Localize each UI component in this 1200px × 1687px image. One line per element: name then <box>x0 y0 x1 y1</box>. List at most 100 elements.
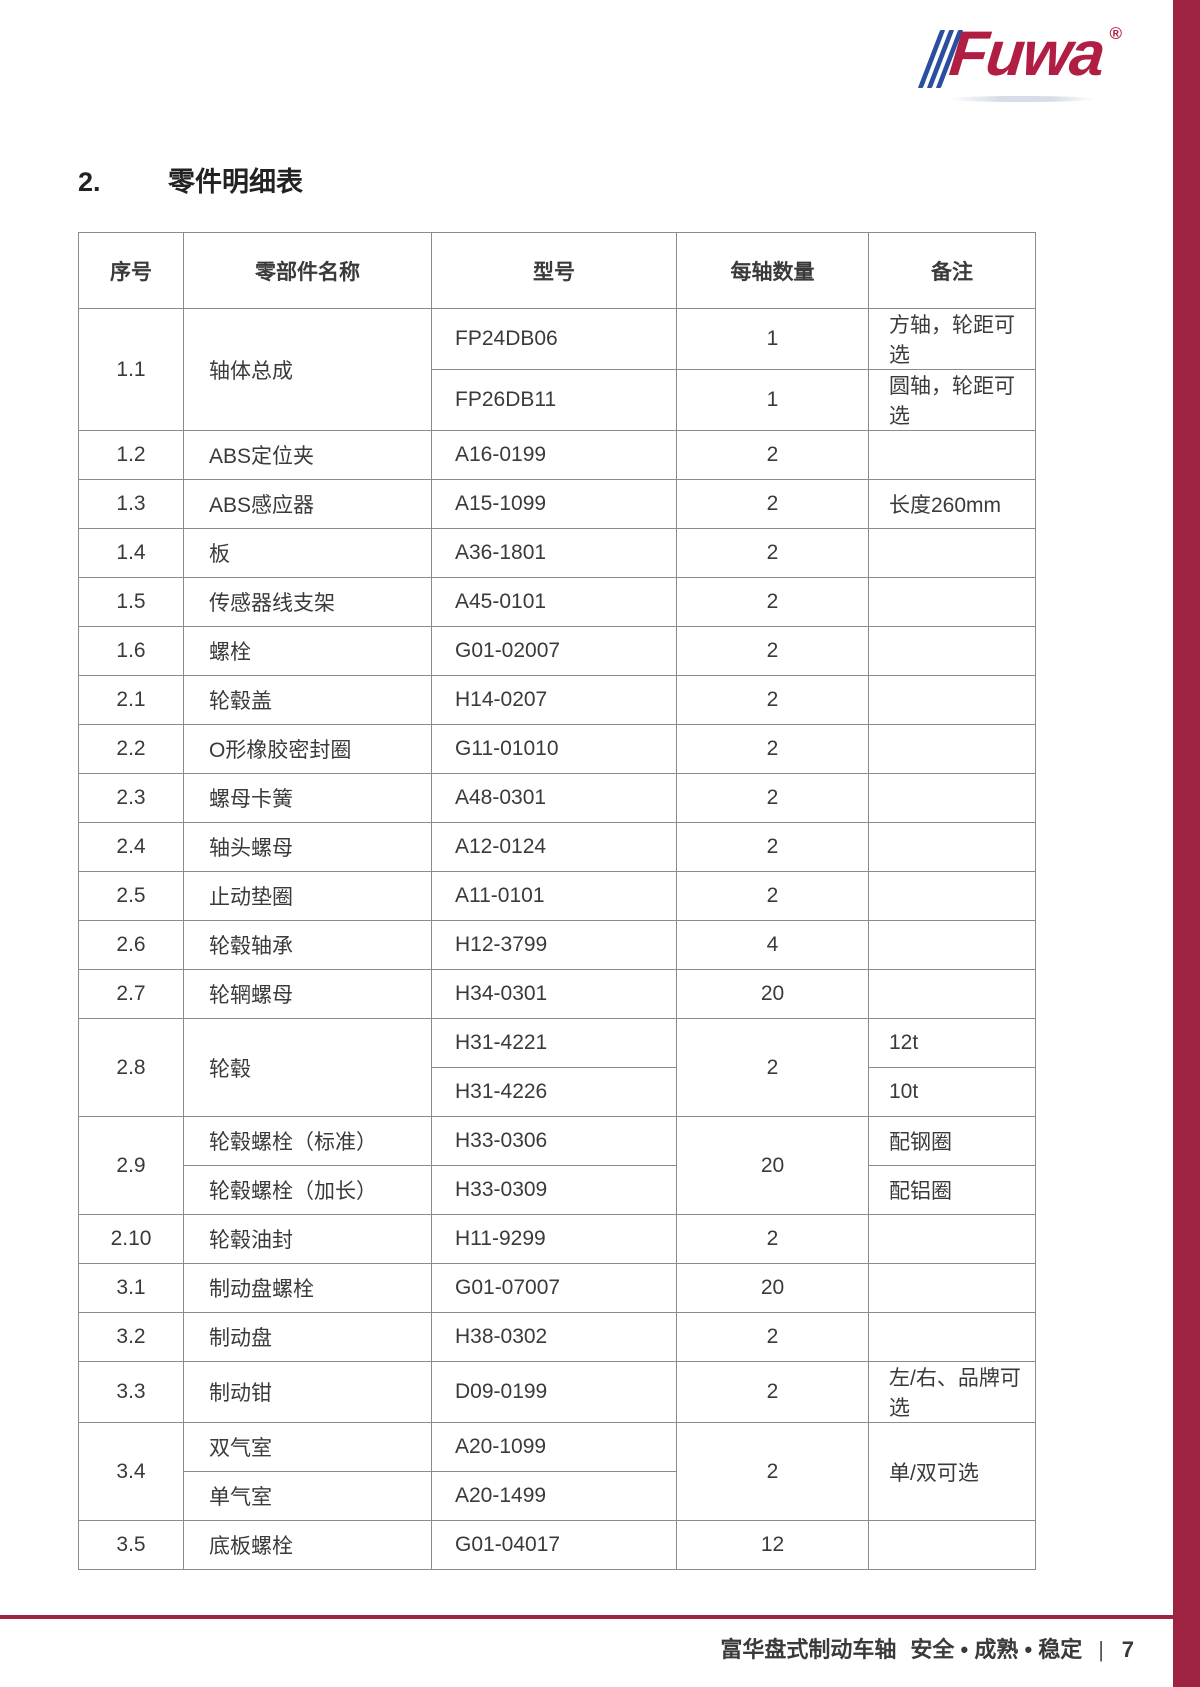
cell-remark: 左/右、品牌可选 <box>868 1361 1036 1423</box>
table-row: 2.6 轮毂轴承 H12-3799 4 <box>78 920 1036 970</box>
cell-qty: 2 <box>676 528 869 578</box>
cell-qty: 2 <box>676 430 869 480</box>
cell-name: 轴头螺母 <box>183 822 432 872</box>
column-header: 型号 <box>431 232 677 309</box>
right-edge-band <box>1173 0 1200 1687</box>
cell-model: H11-9299 <box>431 1214 677 1264</box>
table-row: 2.8 轮毂 H31-4221 2 12t <box>78 1018 1036 1117</box>
cell-name: 制动盘螺栓 <box>183 1263 432 1313</box>
cell-remark <box>868 1214 1036 1264</box>
cell-no: 1.3 <box>78 479 184 529</box>
cell-remark: 配钢圈 <box>868 1116 1036 1166</box>
cell-name: 轮毂轴承 <box>183 920 432 970</box>
table-row: 3.2 制动盘 H38-0302 2 <box>78 1312 1036 1362</box>
cell-no: 3.3 <box>78 1361 184 1423</box>
page-number: 7 <box>1121 1637 1134 1662</box>
cell-model: A11-0101 <box>431 871 677 921</box>
cell-name: 轮毂 <box>183 1018 432 1117</box>
cell-remark <box>868 577 1036 627</box>
registered-trademark-icon: ® <box>1109 24 1122 43</box>
cell-remark <box>868 430 1036 480</box>
cell-name: ABS定位夹 <box>183 430 432 480</box>
cell-qty: 2 <box>676 675 869 725</box>
cell-model: G01-04017 <box>431 1520 677 1570</box>
cell-no: 1.2 <box>78 430 184 480</box>
table-row: 2.5 止动垫圈 A11-0101 2 <box>78 871 1036 921</box>
table-row: 1.2 ABS定位夹 A16-0199 2 <box>78 430 1036 480</box>
cell-no: 2.2 <box>78 724 184 774</box>
cell-model: A16-0199 <box>431 430 677 480</box>
column-header: 序号 <box>78 232 184 309</box>
cell-no: 2.9 <box>78 1116 184 1215</box>
cell-qty: 2 <box>676 871 869 921</box>
cell-remark <box>868 1263 1036 1313</box>
logo-wordmark: Fuwa <box>946 19 1108 89</box>
cell-remark <box>868 871 1036 921</box>
footer-separator: | <box>1098 1637 1104 1662</box>
cell-no: 3.2 <box>78 1312 184 1362</box>
cell-model: FP26DB11 <box>431 369 677 431</box>
table-row: H31-4226 10t <box>79 1067 1036 1117</box>
logo-swoosh <box>947 96 1096 102</box>
table-row: 单气室 A20-1499 <box>79 1471 1036 1521</box>
cell-qty: 12 <box>676 1520 869 1570</box>
cell-remark <box>868 626 1036 676</box>
cell-remark <box>868 675 1036 725</box>
cell-name: 轮毂油封 <box>183 1214 432 1264</box>
cell-qty: 2 <box>676 773 869 823</box>
footer-title: 富华盘式制动车轴 <box>720 1637 897 1662</box>
section-heading: 2. 零件明细表 <box>78 160 303 199</box>
cell-model: H33-0309 <box>431 1165 677 1215</box>
cell-no: 2.7 <box>78 969 184 1019</box>
table-row: 1.1 轴体总成 FP24DB06 1 方轴，轮距可选 <box>78 308 1036 431</box>
cell-model: H12-3799 <box>431 920 677 970</box>
cell-no: 1.6 <box>78 626 184 676</box>
cell-model: D09-0199 <box>431 1361 677 1423</box>
cell-name: ABS感应器 <box>183 479 432 529</box>
cell-qty: 4 <box>676 920 869 970</box>
footer-rule <box>0 1615 1200 1619</box>
cell-model: H33-0306 <box>431 1116 677 1166</box>
cell-no: 3.1 <box>78 1263 184 1313</box>
cell-qty: 20 <box>676 1263 869 1313</box>
table-row: FP26DB11 1 圆轴，轮距可选 <box>79 369 1036 431</box>
cell-model: A20-1499 <box>431 1471 677 1521</box>
cell-name: 制动盘 <box>183 1312 432 1362</box>
cell-name: O形橡胶密封圈 <box>183 724 432 774</box>
cell-name: 轮毂螺栓（标准） <box>183 1116 432 1166</box>
table-row: 2.7 轮辋螺母 H34-0301 20 <box>78 969 1036 1019</box>
footer-slogan: 安全 • 成熟 • 稳定 <box>910 1637 1083 1662</box>
cell-remark: 方轴，轮距可选 <box>868 308 1036 370</box>
cell-remark: 12t <box>868 1018 1036 1068</box>
cell-qty: 2 <box>676 1312 869 1362</box>
cell-model: A36-1801 <box>431 528 677 578</box>
column-header: 零部件名称 <box>183 232 432 309</box>
column-header: 备注 <box>868 232 1036 309</box>
column-header: 每轴数量 <box>676 232 869 309</box>
cell-qty: 1 <box>676 308 869 370</box>
cell-name: 轮毂盖 <box>183 675 432 725</box>
cell-model: H38-0302 <box>431 1312 677 1362</box>
fuwa-logo: Fuwa ® <box>918 19 1122 114</box>
table-row: 1.6 螺栓 G01-02007 2 <box>78 626 1036 676</box>
cell-model: H34-0301 <box>431 969 677 1019</box>
cell-qty: 20 <box>676 969 869 1019</box>
cell-name: 止动垫圈 <box>183 871 432 921</box>
cell-qty: 2 <box>676 479 869 529</box>
cell-qty: 2 <box>676 1018 869 1117</box>
page-footer: 富华盘式制动车轴 安全 • 成熟 • 稳定 | 7 <box>720 1632 1134 1664</box>
cell-qty: 2 <box>676 724 869 774</box>
cell-model: A48-0301 <box>431 773 677 823</box>
cell-model: FP24DB06 <box>431 308 677 370</box>
cell-remark: 长度260mm <box>868 479 1036 529</box>
cell-no: 1.5 <box>78 577 184 627</box>
cell-name: 传感器线支架 <box>183 577 432 627</box>
cell-remark <box>868 969 1036 1019</box>
table-row: 3.1 制动盘螺栓 G01-07007 20 <box>78 1263 1036 1313</box>
cell-model: A12-0124 <box>431 822 677 872</box>
table-row: 2.4 轴头螺母 A12-0124 2 <box>78 822 1036 872</box>
table-row: 3.4 双气室 A20-1099 2 单/双可选 <box>78 1422 1036 1521</box>
cell-model: H31-4226 <box>431 1067 677 1117</box>
cell-model: H14-0207 <box>431 675 677 725</box>
